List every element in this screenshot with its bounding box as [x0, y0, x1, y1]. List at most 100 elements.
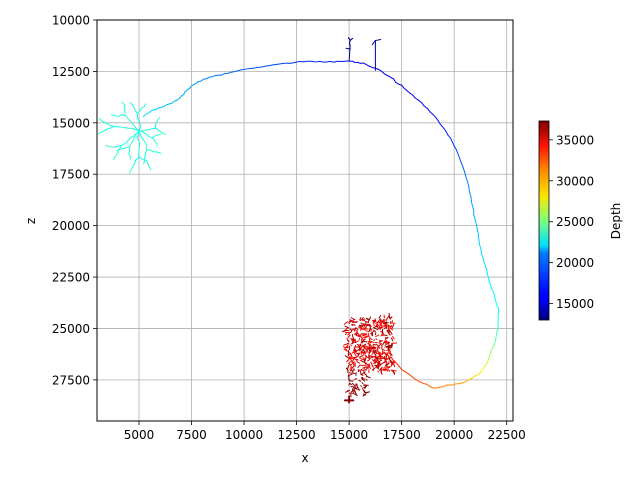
lower-arbor-segment	[355, 326, 359, 331]
upper-left-arbor-segment	[132, 104, 135, 109]
lower-arbor-segment	[361, 382, 364, 385]
upper-left-arbor-segment	[101, 120, 107, 124]
lower-arbor-segment	[360, 364, 367, 367]
y-tick-label: 22500	[52, 271, 90, 285]
upper-left-arbor-segment	[140, 106, 145, 109]
lower-arbor-segment	[347, 339, 350, 342]
lower-arbor-segment	[344, 354, 350, 359]
upper-left-arbor-segment	[142, 131, 147, 135]
axon-segment	[380, 70, 384, 74]
axon-segment	[471, 205, 475, 211]
upper-left-arbor-segment	[128, 152, 131, 157]
upper-left-arbor-segment	[146, 128, 152, 131]
lower-arbor-segment	[359, 335, 364, 341]
lower-arbor-segment	[350, 337, 355, 342]
upper-left-arbor-segment	[134, 110, 138, 114]
lower-arbor-segment	[363, 333, 367, 336]
lower-arbor-segment	[385, 352, 390, 358]
lower-arbor-segment	[364, 391, 369, 394]
lower-arbor-segment	[352, 368, 355, 371]
lower-arbor-segment	[353, 363, 356, 367]
axon-segment	[439, 123, 445, 129]
lower-arbor-segment	[376, 350, 382, 354]
lower-arbor-segment	[372, 319, 375, 323]
lower-arbor-segment	[375, 322, 380, 327]
lower-arbor-segment	[343, 321, 349, 325]
upper-left-arbor-segment	[115, 152, 119, 157]
lower-arbor-segment	[378, 353, 382, 360]
lower-arbor-segment	[376, 347, 379, 350]
lower-arbor-segment	[379, 322, 383, 328]
axon-segment	[393, 78, 397, 83]
x-tick-label: 15000	[330, 428, 368, 442]
lower-arbor-segment	[348, 360, 354, 363]
colorbar-tick-label: 20000	[556, 256, 594, 270]
lower-arbor-segment	[371, 319, 378, 323]
axon-segment	[315, 60, 321, 63]
axon-segment	[478, 238, 480, 245]
lower-arbor-segment	[349, 383, 353, 386]
colorbar-tick-label: 35000	[556, 133, 594, 147]
axon-segment	[491, 288, 495, 294]
lower-arbor-segment	[388, 369, 391, 372]
upper-left-arbor-segment	[101, 129, 107, 133]
lower-arbor-segment	[353, 352, 357, 357]
upper-left-arbor-segment	[139, 107, 142, 112]
lower-arbor-segment	[349, 365, 352, 372]
upper-left-arbor-segment	[105, 122, 111, 126]
lower-arbor-segment	[379, 368, 382, 371]
upper-left-arbor-segment	[153, 151, 158, 153]
y-tick-label: 12500	[52, 65, 90, 79]
axon-segment	[368, 65, 373, 68]
axon-segment	[423, 105, 429, 110]
upper-left-arbor-segment	[158, 133, 162, 136]
upper-left-arbor-segment	[122, 147, 127, 150]
lower-arbor-segment	[381, 334, 384, 337]
lower-arbor-segment	[363, 384, 368, 387]
axon-segment	[477, 233, 480, 240]
lower-arbor-segment	[365, 327, 369, 331]
axon-segment	[489, 284, 493, 290]
axon-segment	[429, 111, 434, 116]
lower-arbor-segment	[384, 367, 389, 373]
axon-segment	[437, 120, 441, 125]
lower-arbor-segment	[350, 316, 355, 320]
lower-arbor-segment	[372, 344, 374, 348]
lower-arbor-segment	[359, 344, 364, 351]
axon-segment	[495, 330, 498, 336]
y-tick-label: 20000	[52, 219, 90, 233]
lower-arbor-segment	[351, 319, 356, 323]
axon-segment	[414, 97, 419, 101]
axon-segment	[398, 366, 403, 371]
upper-left-arbor-segment	[146, 160, 150, 167]
lower-arbor-segment	[353, 389, 357, 395]
axon-segment	[476, 229, 479, 235]
lower-arbor-segment	[361, 318, 368, 323]
axon-segment	[493, 340, 497, 346]
upper-left-arbor-segment	[98, 117, 103, 122]
upper-left-arbor-segment	[124, 114, 130, 120]
axon-segment	[494, 296, 497, 301]
x-tick-label: 7500	[176, 428, 207, 442]
axon-segment	[480, 252, 484, 258]
lower-arbor-segment	[372, 322, 375, 327]
lower-arbor-segment	[349, 361, 355, 367]
axon-segment	[233, 70, 238, 73]
upper-left-arbor-segment	[121, 142, 127, 146]
upper-left-arbor-segment	[105, 144, 111, 148]
upper-left-arbor-segment	[139, 121, 142, 128]
upper-left-arbor-segment	[128, 149, 131, 154]
lower-arbor-segment	[354, 377, 358, 381]
axon-segment	[443, 127, 447, 132]
lower-arbor-segment	[368, 336, 371, 342]
axon-segment	[230, 71, 235, 73]
lower-arbor-segment	[344, 327, 348, 332]
lower-arbor-segment	[390, 369, 397, 372]
lower-arbor-segment	[390, 323, 395, 330]
lower-arbor-segment	[348, 362, 351, 366]
upper-left-arbor-segment	[109, 146, 115, 148]
lower-arbor-segment	[369, 340, 375, 343]
lower-arbor-segment	[347, 332, 351, 336]
lower-arbor-segment	[384, 323, 388, 329]
axon-segment	[483, 363, 487, 368]
